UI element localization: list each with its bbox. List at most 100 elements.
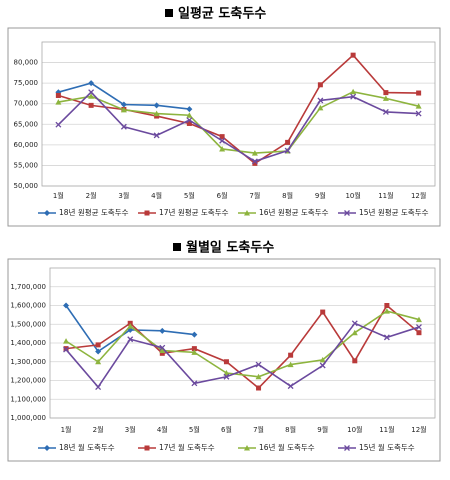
x-tick-label: 6월 [217,191,228,200]
marker [88,80,95,87]
y-tick-label: 1,500,000 [10,320,46,328]
marker [55,92,61,98]
legend-label: 16년 월 도축두수 [259,442,315,452]
marker [415,110,422,117]
marker [127,323,134,329]
x-tick-label: 6월 [221,425,232,434]
marker [317,97,324,104]
marker [352,358,358,364]
marker [251,150,258,156]
marker [317,104,324,111]
x-tick-label: 10월 [345,191,360,200]
marker [95,342,101,348]
marker [120,101,127,108]
marker [191,331,198,338]
marker [55,99,62,105]
y-tick-label: 1,200,000 [10,377,46,385]
legend-label: 17년 원평균 도축두수 [159,207,229,217]
x-tick-label: 8월 [285,425,296,434]
y-tick-label: 1,400,000 [10,339,46,347]
legend-label: 18년 월 도축두수 [59,442,115,452]
marker [317,82,323,88]
series-line [58,54,419,165]
series-line [57,91,419,163]
marker [223,373,230,380]
marker [383,334,390,341]
y-tick-label: 50,000 [14,182,39,190]
marker [252,160,258,166]
marker [44,210,50,216]
marker [350,52,356,58]
marker [144,210,150,216]
marker [223,370,230,376]
x-tick-label: 12월 [411,425,426,434]
marker [159,344,166,351]
marker [63,346,69,352]
marker [120,123,127,130]
marker [416,90,422,96]
y-tick-label: 75,000 [14,79,39,87]
marker [186,120,192,126]
legend-label: 16년 원평균 도축두수 [259,207,329,217]
marker [127,336,134,343]
x-tick-label: 4월 [157,425,168,434]
series-line [58,90,419,154]
y-tick-label: 1,300,000 [10,358,46,366]
marker [255,373,262,380]
marker [350,88,357,95]
marker [63,346,70,353]
marker [88,93,95,99]
legend-label: 15년 원평균 도축두수 [359,207,429,217]
y-tick-label: 1,100,000 [10,395,46,403]
marker [219,145,226,152]
y-tick-label: 80,000 [14,59,39,67]
marker [95,384,102,391]
x-tick-label: 9월 [317,425,328,434]
x-tick-label: 12월 [411,191,426,200]
marker [219,137,226,144]
marker [191,346,197,352]
x-tick-label: 11월 [379,425,394,434]
marker [319,356,326,363]
chart-frame [7,258,441,462]
y-tick-label: 1,000,000 [10,414,46,422]
x-tick-label: 8월 [282,191,293,200]
marker [153,102,160,109]
marker [351,320,358,327]
legend-label: 18년 원평균 도축두수 [59,207,129,217]
x-tick-label: 7월 [253,425,264,434]
series-line [65,310,420,378]
y-tick-label: 70,000 [14,100,39,108]
marker [186,112,193,118]
y-tick-label: 1,700,000 [10,283,46,291]
marker [88,102,94,108]
marker [255,361,262,368]
x-tick-label: 2월 [86,191,97,200]
marker [159,347,166,353]
marker [320,309,326,315]
marker [287,361,294,368]
x-tick-label: 3월 [118,191,129,200]
y-tick-label: 60,000 [14,141,39,149]
marker [95,348,102,355]
x-tick-label: 2월 [93,425,104,434]
marker [416,330,422,336]
marker [55,121,62,128]
chart-title: 월별일 도축두수 [186,240,274,256]
plot-frame [41,41,436,187]
marker [159,350,165,356]
title-bullet [165,9,173,17]
marker [382,108,389,115]
marker [350,93,357,100]
marker [244,210,250,216]
marker [382,95,389,101]
marker [383,90,389,96]
title-bullet [173,243,181,251]
x-tick-label: 3월 [125,425,136,434]
marker [120,106,127,113]
marker [186,106,193,113]
marker [153,110,160,117]
marker [256,385,262,391]
